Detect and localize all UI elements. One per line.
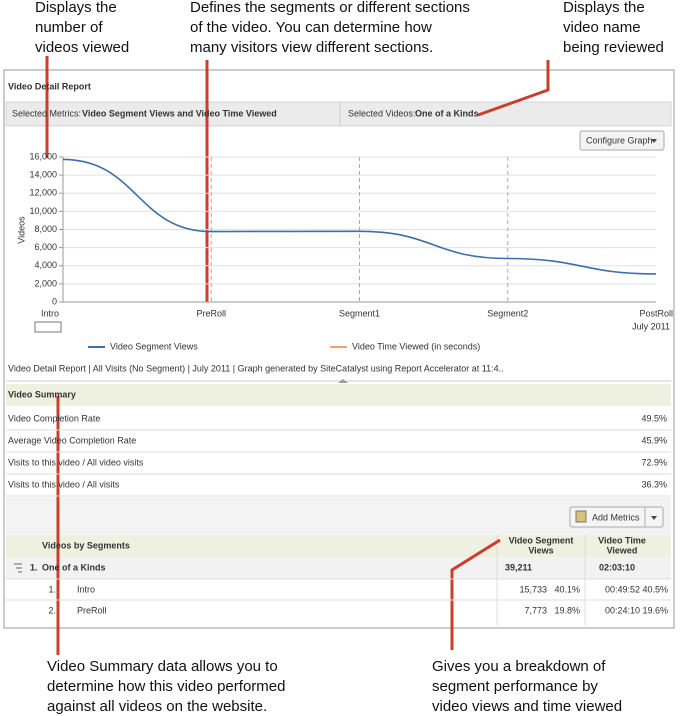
summary-label: Visits to this video / All visits bbox=[8, 479, 120, 489]
dropdown-arrow bbox=[651, 516, 657, 520]
y-tick-label: 16,000 bbox=[29, 151, 57, 161]
selected-videos[interactable]: One of a Kinds bbox=[415, 108, 479, 118]
table-header bbox=[6, 535, 671, 557]
button-label: Configure Graph bbox=[586, 135, 653, 145]
x-tick-label: Intro bbox=[41, 308, 59, 318]
cell: 00:49:52 bbox=[605, 584, 640, 594]
legend-label: Video Segment Views bbox=[110, 341, 198, 351]
annotation: Displays the bbox=[563, 0, 645, 16]
summary-label: Video Completion Rate bbox=[8, 413, 100, 423]
column-header[interactable]: Video Time bbox=[598, 535, 646, 545]
y-tick-label: 14,000 bbox=[29, 170, 57, 180]
annotation: video name bbox=[563, 19, 641, 36]
cell: 40.5% bbox=[642, 584, 668, 594]
total-row bbox=[6, 557, 671, 579]
annotation: number of bbox=[35, 19, 103, 36]
tree-icon bbox=[14, 563, 22, 573]
summary-header bbox=[6, 384, 671, 406]
toolbar bbox=[6, 497, 671, 535]
add-metrics-button[interactable] bbox=[569, 506, 664, 528]
column-header[interactable]: Views bbox=[528, 545, 553, 555]
x-tick-label: PostRoll bbox=[639, 308, 673, 318]
cell: 19.6% bbox=[642, 605, 668, 615]
cell: 39,211 bbox=[505, 562, 532, 572]
row-name: One of a Kinds bbox=[42, 562, 106, 572]
report-title: Video Detail Report bbox=[8, 81, 91, 91]
summary-label: Visits to this video / All video visits bbox=[8, 457, 144, 467]
annotation: determine how this video performed bbox=[47, 678, 285, 695]
footer: Video Detail Report | All Visits (No Seg… bbox=[8, 363, 504, 373]
cell: 40.1% bbox=[554, 584, 580, 594]
selected-metrics[interactable]: Video Segment Views and Video Time Viewe… bbox=[82, 108, 277, 118]
annotation: Defines the segments or different sectio… bbox=[190, 0, 470, 16]
summary-title: Video Summary bbox=[8, 389, 76, 399]
annotation: being reviewed bbox=[563, 39, 664, 56]
x-tick-label: Segment1 bbox=[339, 308, 380, 318]
y-tick-label: 12,000 bbox=[29, 188, 57, 198]
summary-value: 72.9% bbox=[641, 457, 667, 467]
column-header: Videos by Segments bbox=[42, 540, 130, 550]
y-tick-label: 6,000 bbox=[34, 242, 57, 252]
label: Selected Videos: bbox=[348, 108, 415, 118]
annotation: against all videos on the website. bbox=[47, 698, 267, 715]
y-tick-label: 2,000 bbox=[34, 278, 57, 288]
configure-graph-button[interactable] bbox=[579, 130, 665, 151]
annotation: segment performance by bbox=[432, 678, 598, 695]
row-index: 2. bbox=[48, 605, 56, 615]
callout-line bbox=[450, 538, 501, 650]
x-tick-label: PreRoll bbox=[196, 308, 226, 318]
callout-line bbox=[477, 60, 550, 117]
column-header[interactable]: Video Segment bbox=[509, 535, 574, 545]
annotation: video views and time viewed bbox=[432, 698, 622, 715]
row-name: Intro bbox=[77, 584, 95, 594]
row-index: 1. bbox=[30, 562, 38, 572]
cell: 00:24:10 bbox=[605, 605, 640, 615]
summary-label: Average Video Completion Rate bbox=[8, 435, 136, 445]
annotation: videos viewed bbox=[35, 39, 129, 56]
annotation: Displays the bbox=[35, 0, 117, 16]
annotation: many visitors view different sections. bbox=[190, 39, 433, 56]
y-tick-label: 4,000 bbox=[34, 260, 57, 270]
cell: 19.8% bbox=[554, 605, 580, 615]
summary-value: 49.5% bbox=[641, 413, 667, 423]
y-tick-label: 10,000 bbox=[29, 206, 57, 216]
cell: 02:03:10 bbox=[599, 562, 635, 572]
row-name: PreRoll bbox=[77, 605, 107, 615]
row-index: 1. bbox=[48, 584, 56, 594]
column-header[interactable]: Viewed bbox=[607, 545, 638, 555]
cell: 15,733 bbox=[519, 584, 547, 594]
y-tick-label: 0 bbox=[52, 296, 57, 306]
y-axis-label: Videos bbox=[16, 216, 26, 244]
annotation: Video Summary data allows you to bbox=[47, 658, 278, 675]
table-icon bbox=[34, 321, 62, 333]
summary-value: 36.3% bbox=[641, 479, 667, 489]
selection-bar bbox=[5, 101, 672, 127]
summary-value: 45.9% bbox=[641, 435, 667, 445]
x-tick-label: Segment2 bbox=[487, 308, 528, 318]
add-metrics-icon bbox=[575, 510, 587, 523]
collapse-arrow[interactable] bbox=[338, 379, 348, 383]
x-note: July 2011 bbox=[632, 321, 670, 331]
button-label: Add Metrics bbox=[592, 512, 640, 522]
cell: 7,773 bbox=[524, 605, 547, 615]
legend-label: Video Time Viewed (in seconds) bbox=[352, 341, 480, 351]
dropdown-arrow bbox=[651, 139, 657, 143]
series-line bbox=[62, 158, 657, 275]
label: Selected Metrics: bbox=[12, 108, 81, 118]
annotation: of the video. You can determine how bbox=[190, 19, 432, 36]
annotation: Gives you a breakdown of bbox=[432, 658, 606, 675]
y-tick-label: 8,000 bbox=[34, 224, 57, 234]
